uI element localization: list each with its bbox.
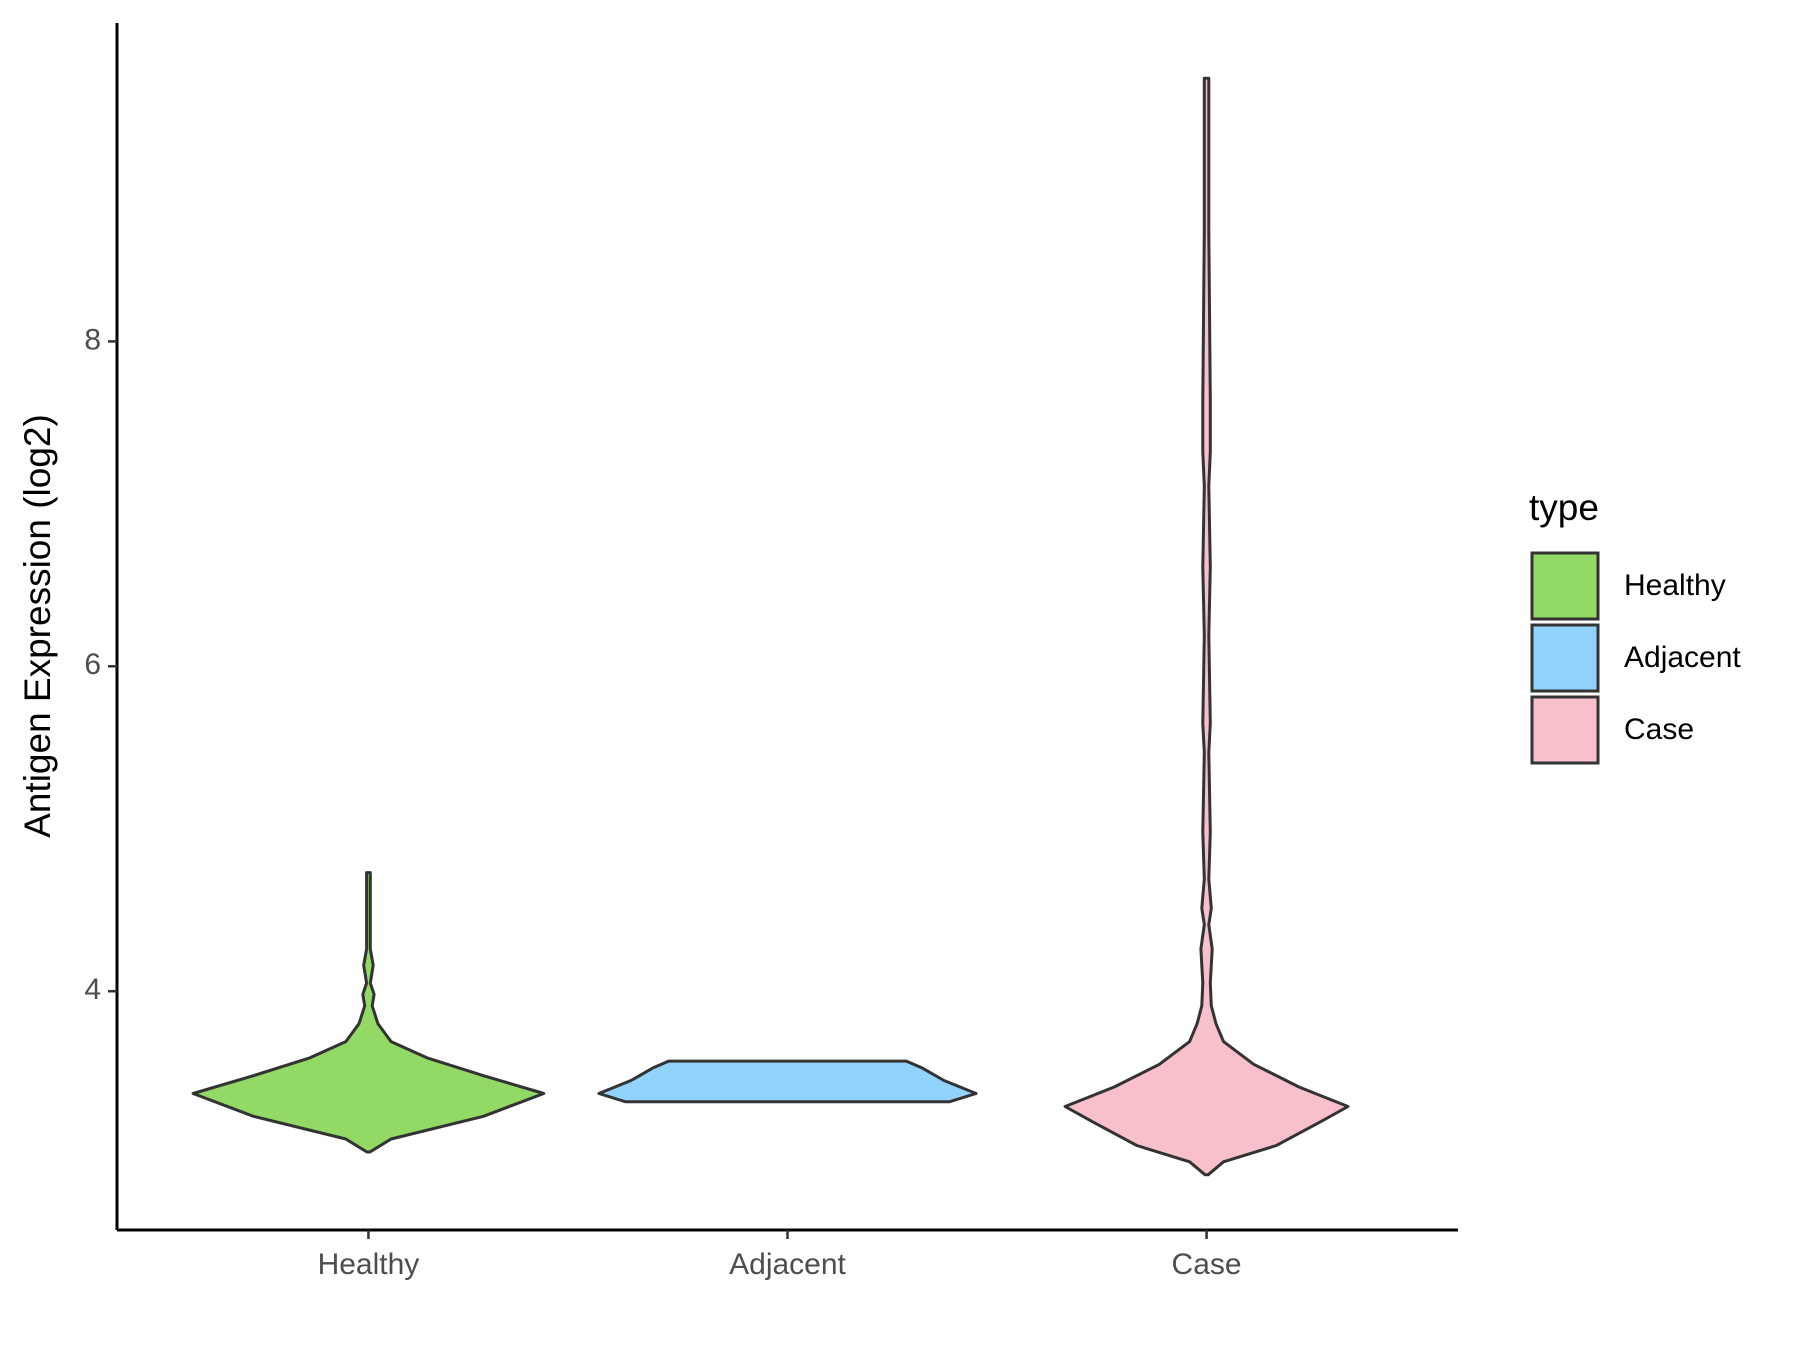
y-tick-label: 6 (84, 648, 101, 681)
legend-label: Adjacent (1624, 641, 1741, 674)
violin (597, 1059, 978, 1104)
legend-label: Healthy (1624, 569, 1726, 602)
x-tick-label: Healthy (318, 1248, 420, 1281)
y-axis-label: Antigen Expression (log2) (17, 414, 58, 838)
violin (191, 871, 546, 1154)
violin (1063, 76, 1350, 1177)
legend-key (1530, 623, 1600, 693)
y-tick-label: 4 (84, 973, 101, 1006)
legend-key (1530, 695, 1600, 765)
legend-label: Case (1624, 713, 1694, 746)
legend-title: type (1529, 487, 1599, 528)
y-tick-label: 8 (84, 323, 101, 356)
x-tick-label: Case (1172, 1248, 1242, 1281)
x-tick-label: Adjacent (729, 1248, 846, 1281)
legend-key (1530, 551, 1600, 621)
